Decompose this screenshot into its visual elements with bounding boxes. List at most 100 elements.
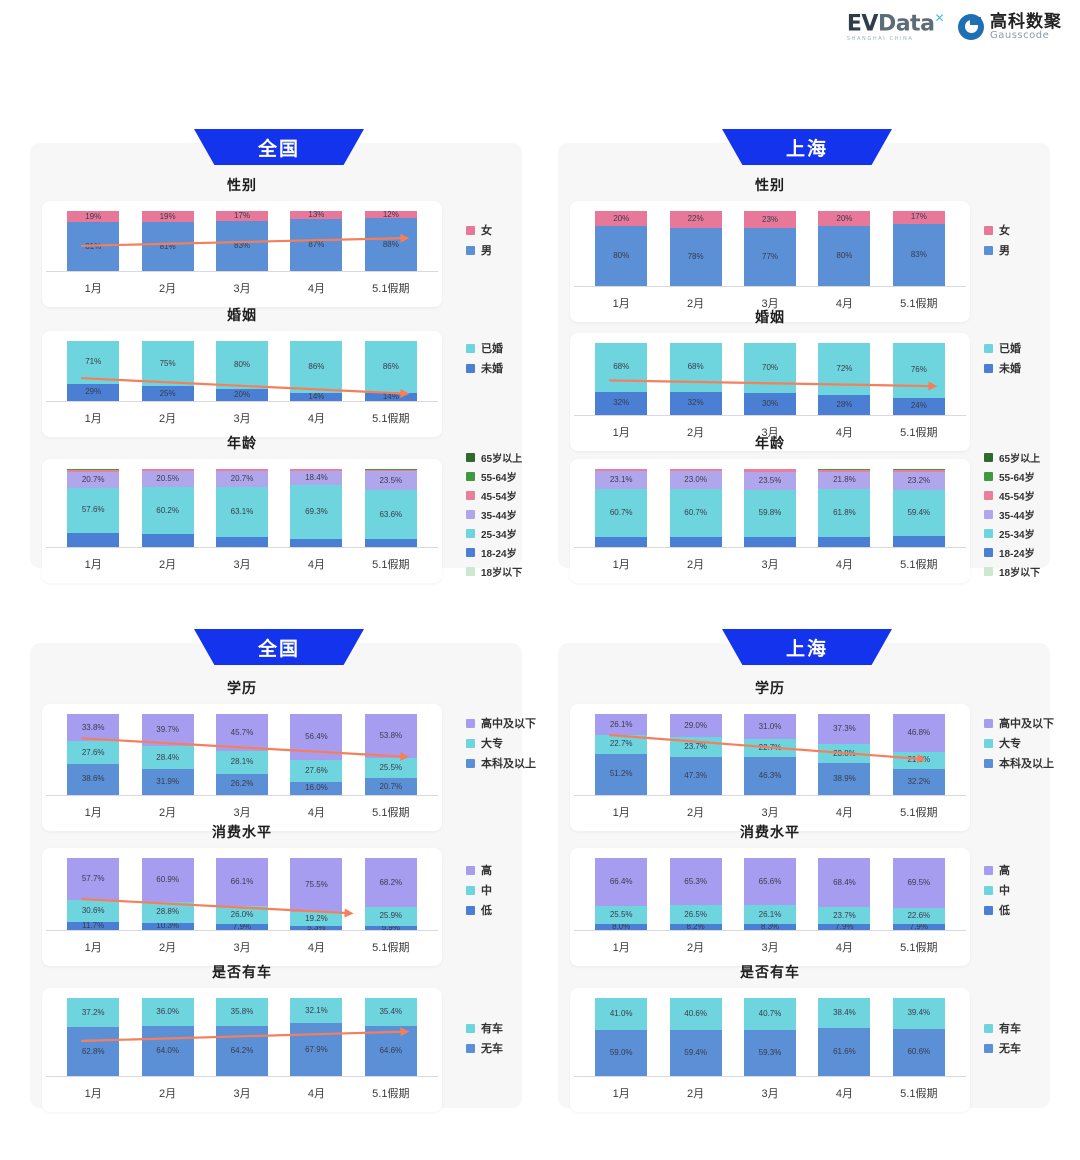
legend-item[interactable]: 男	[984, 242, 1010, 258]
bar-column[interactable]: 80% 20%	[205, 341, 279, 401]
bar-column[interactable]: 41.0% 59.0%	[584, 998, 658, 1076]
stacked-bar[interactable]: 20.7% 57.6%	[67, 469, 120, 547]
legend-item[interactable]: 高	[984, 862, 1010, 878]
bar-column[interactable]: 86% 14%	[279, 341, 353, 401]
stacked-bar[interactable]: 36.0% 64.0%	[141, 998, 194, 1076]
bar-column[interactable]: 35.8% 64.2%	[205, 998, 279, 1076]
legend-item[interactable]: 本科及以上	[984, 755, 1054, 771]
bar-column[interactable]: 40.7% 59.3%	[733, 998, 807, 1076]
bar-column[interactable]: 53.8% 25.5% 20.7%	[354, 714, 428, 795]
bar-column[interactable]: 31.0% 22.7% 46.3%	[733, 714, 807, 795]
stacked-bar[interactable]: 69.5% 22.6% 7.9%	[892, 858, 945, 930]
bar-column[interactable]: 23.5% 59.8%	[733, 469, 807, 547]
legend-item[interactable]: 女	[466, 222, 492, 238]
stacked-bar[interactable]: 38.4% 61.6%	[818, 998, 871, 1076]
stacked-bar[interactable]: 23.5% 63.6%	[364, 469, 417, 547]
bar-column[interactable]: 40.6% 59.4%	[658, 998, 732, 1076]
stacked-bar[interactable]: 20% 80%	[595, 211, 648, 286]
legend-item[interactable]: 低	[466, 902, 492, 918]
stacked-bar[interactable]: 17% 83%	[892, 211, 945, 286]
stacked-bar[interactable]: 39.4% 60.6%	[892, 998, 945, 1076]
stacked-bar[interactable]: 37.3% 23.8% 38.9%	[818, 714, 871, 795]
legend-item[interactable]: 男	[466, 242, 492, 258]
stacked-bar[interactable]: 29.0% 23.7% 47.3%	[669, 714, 722, 795]
stacked-bar[interactable]: 65.3% 26.5% 8.2%	[669, 858, 722, 930]
stacked-bar[interactable]: 32.1% 67.9%	[290, 998, 343, 1076]
stacked-bar[interactable]: 60.9% 28.8% 10.3%	[141, 858, 194, 930]
bar-column[interactable]: 36.0% 64.0%	[130, 998, 204, 1076]
stacked-bar[interactable]: 23.5% 59.8%	[744, 469, 797, 547]
stacked-bar[interactable]: 76% 24%	[892, 343, 945, 415]
bar-column[interactable]: 70% 30%	[733, 343, 807, 415]
legend-item[interactable]: 35-44岁	[466, 507, 522, 522]
stacked-bar[interactable]: 53.8% 25.5% 20.7%	[364, 714, 417, 795]
bar-column[interactable]: 23.5% 63.6%	[354, 469, 428, 547]
bar-column[interactable]: 68% 32%	[658, 343, 732, 415]
bar-column[interactable]: 20.5% 60.2%	[130, 469, 204, 547]
legend-item[interactable]: 25-34岁	[984, 526, 1040, 541]
legend-item[interactable]: 55-64岁	[466, 469, 522, 484]
bar-column[interactable]: 65.6% 26.1% 8.3%	[733, 858, 807, 930]
legend-item[interactable]: 高中及以下	[466, 715, 536, 731]
bar-column[interactable]: 12% 88%	[354, 211, 428, 271]
bar-column[interactable]: 68.4% 23.7% 7.9%	[807, 858, 881, 930]
bar-column[interactable]: 23.1% 60.7%	[584, 469, 658, 547]
legend-item[interactable]: 高中及以下	[984, 715, 1054, 731]
stacked-bar[interactable]: 86% 14%	[364, 341, 417, 401]
stacked-bar[interactable]: 21.8% 61.8%	[818, 469, 871, 547]
legend-item[interactable]: 大专	[984, 735, 1054, 751]
stacked-bar[interactable]: 23.1% 60.7%	[595, 469, 648, 547]
bar-column[interactable]: 72% 28%	[807, 343, 881, 415]
bar-column[interactable]: 20% 80%	[584, 211, 658, 286]
legend-item[interactable]: 高	[466, 862, 492, 878]
bar-column[interactable]: 75.5% 19.2% 5.3%	[279, 858, 353, 930]
stacked-bar[interactable]: 31.0% 22.7% 46.3%	[744, 714, 797, 795]
bar-column[interactable]: 60.9% 28.8% 10.3%	[130, 858, 204, 930]
stacked-bar[interactable]: 45.7% 28.1% 26.2%	[216, 714, 269, 795]
bar-column[interactable]: 33.8% 27.6% 38.6%	[56, 714, 130, 795]
bar-column[interactable]: 37.3% 23.8% 38.9%	[807, 714, 881, 795]
stacked-bar[interactable]: 41.0% 59.0%	[595, 998, 648, 1076]
legend-item[interactable]: 有车	[984, 1020, 1021, 1036]
legend-item[interactable]: 45-54岁	[984, 488, 1040, 503]
bar-column[interactable]: 46.8% 21.0% 32.2%	[882, 714, 956, 795]
legend-item[interactable]: 18岁以下	[984, 564, 1040, 579]
legend-item[interactable]: 35-44岁	[984, 507, 1040, 522]
stacked-bar[interactable]: 12% 88%	[364, 211, 417, 271]
stacked-bar[interactable]: 68.4% 23.7% 7.9%	[818, 858, 871, 930]
legend-item[interactable]: 25-34岁	[466, 526, 522, 541]
stacked-bar[interactable]: 86% 14%	[290, 341, 343, 401]
legend-item[interactable]: 有车	[466, 1020, 503, 1036]
legend-item[interactable]: 低	[984, 902, 1010, 918]
stacked-bar[interactable]: 75% 25%	[141, 341, 194, 401]
bar-column[interactable]: 23.2% 59.4%	[882, 469, 956, 547]
bar-column[interactable]: 56.4% 27.6% 16.0%	[279, 714, 353, 795]
bar-column[interactable]: 23% 77%	[733, 211, 807, 286]
stacked-bar[interactable]: 40.6% 59.4%	[669, 998, 722, 1076]
bar-column[interactable]: 86% 14%	[354, 341, 428, 401]
stacked-bar[interactable]: 23% 77%	[744, 211, 797, 286]
stacked-bar[interactable]: 23.0% 60.7%	[669, 469, 722, 547]
bar-column[interactable]: 71% 29%	[56, 341, 130, 401]
bar-column[interactable]: 32.1% 67.9%	[279, 998, 353, 1076]
bar-column[interactable]: 75% 25%	[130, 341, 204, 401]
bar-column[interactable]: 68.2% 25.9% 5.9%	[354, 858, 428, 930]
bar-column[interactable]: 19% 81%	[56, 211, 130, 271]
bar-column[interactable]: 20.7% 57.6%	[56, 469, 130, 547]
stacked-bar[interactable]: 35.8% 64.2%	[216, 998, 269, 1076]
stacked-bar[interactable]: 37.2% 62.8%	[67, 998, 120, 1076]
bar-column[interactable]: 22% 78%	[658, 211, 732, 286]
bar-column[interactable]: 39.7% 28.4% 31.9%	[130, 714, 204, 795]
legend-item[interactable]: 无车	[466, 1040, 503, 1056]
bar-column[interactable]: 37.2% 62.8%	[56, 998, 130, 1076]
stacked-bar[interactable]: 20% 80%	[818, 211, 871, 286]
legend-item[interactable]: 中	[466, 882, 492, 898]
bar-column[interactable]: 66.1% 26.0% 7.9%	[205, 858, 279, 930]
bar-column[interactable]: 38.4% 61.6%	[807, 998, 881, 1076]
legend-item[interactable]: 大专	[466, 735, 536, 751]
legend-item[interactable]: 65岁以上	[466, 450, 522, 465]
stacked-bar[interactable]: 46.8% 21.0% 32.2%	[892, 714, 945, 795]
stacked-bar[interactable]: 23.2% 59.4%	[892, 469, 945, 547]
bar-column[interactable]: 76% 24%	[882, 343, 956, 415]
stacked-bar[interactable]: 75.5% 19.2% 5.3%	[290, 858, 343, 930]
